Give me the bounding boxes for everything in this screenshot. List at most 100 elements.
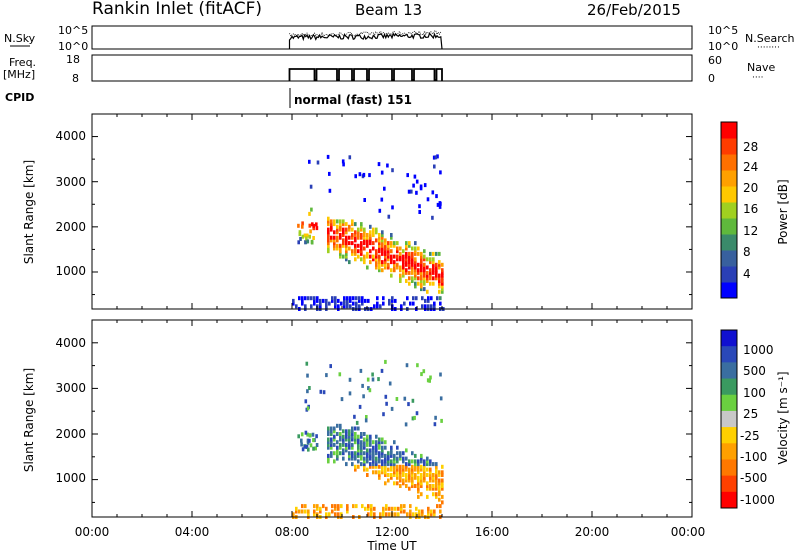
- range-time-cell: [426, 459, 429, 464]
- range-time-cell: [420, 257, 423, 262]
- range-time-cell: [345, 432, 348, 436]
- range-time-cell: [380, 368, 384, 373]
- range-time-cell: [327, 445, 330, 450]
- range-time-cell: [390, 249, 393, 254]
- range-time-cell: [358, 298, 361, 303]
- range-time-cell: [412, 183, 415, 188]
- range-time-cell: [304, 399, 308, 404]
- range-time-cell: [402, 268, 405, 273]
- range-time-cell: [300, 438, 303, 443]
- range-time-cell: [308, 234, 311, 239]
- power-cbtick-24: 24: [743, 160, 758, 174]
- range-time-cell: [292, 301, 295, 306]
- range-time-cell: [402, 459, 405, 464]
- range-time-cell: [405, 254, 408, 259]
- range-time-cell: [339, 235, 342, 240]
- range-time-cell: [336, 246, 339, 251]
- range-time-cell: [351, 462, 354, 467]
- range-time-cell: [390, 406, 394, 411]
- range-time-cell: [330, 440, 333, 445]
- range-time-cell: [429, 473, 432, 477]
- range-time-cell: [339, 233, 342, 237]
- range-time-cell: [336, 456, 339, 461]
- freq-label: Freq.: [9, 56, 36, 69]
- range-time-cell: [393, 241, 396, 246]
- range-time-cell: [399, 257, 402, 262]
- range-time-cell: [438, 492, 441, 497]
- range-time-cell: [426, 270, 429, 275]
- velocity-ytick-1000: 1000: [55, 471, 86, 485]
- range-time-cell: [387, 241, 390, 246]
- range-time-cell: [366, 448, 369, 453]
- range-time-cell: [439, 396, 443, 401]
- range-time-cell: [429, 478, 432, 483]
- range-time-cell: [384, 243, 387, 248]
- time-axis-label: Time UT: [366, 539, 417, 553]
- range-time-cell: [382, 506, 385, 511]
- noise-search-trace: [289, 29, 442, 38]
- range-time-cell: [426, 197, 430, 202]
- range-time-cell: [420, 281, 423, 286]
- time-tick-2400: 00:00: [671, 525, 706, 539]
- range-time-cell: [363, 445, 366, 450]
- range-time-cell: [415, 190, 418, 195]
- range-time-cell: [378, 473, 381, 477]
- range-time-cell: [351, 241, 354, 246]
- range-time-cell: [337, 506, 340, 511]
- range-time-cell: [308, 438, 311, 443]
- range-time-cell: [378, 249, 381, 254]
- range-time-cell: [394, 298, 397, 303]
- range-time-cell: [369, 249, 372, 254]
- nave-dots: ····: [752, 73, 763, 83]
- range-time-cell: [429, 459, 432, 464]
- range-time-cell: [405, 484, 408, 488]
- range-time-cell: [357, 434, 360, 439]
- range-time-cell: [297, 223, 300, 228]
- range-time-cell: [351, 456, 354, 461]
- range-time-cell: [316, 504, 319, 509]
- range-time-cell: [418, 512, 421, 517]
- range-time-cell: [372, 233, 375, 237]
- range-time-cell: [411, 459, 414, 464]
- range-time-cell: [414, 473, 417, 477]
- range-time-cell: [363, 257, 366, 262]
- range-time-cell: [325, 512, 328, 517]
- range-time-cell: [400, 509, 403, 514]
- colorbar-swatch: [721, 491, 737, 509]
- range-time-cell: [327, 437, 330, 442]
- range-time-cell: [354, 174, 357, 179]
- range-time-cell: [416, 363, 419, 368]
- power-ytick-1000: 1000: [55, 264, 86, 278]
- range-time-cell: [377, 162, 381, 167]
- range-time-cell: [414, 257, 417, 262]
- range-time-cell: [441, 287, 444, 292]
- range-time-cell: [366, 451, 369, 456]
- range-time-cell: [360, 445, 363, 450]
- range-time-cell: [312, 438, 315, 443]
- range-time-cell: [402, 265, 405, 270]
- range-time-cell: [396, 254, 399, 259]
- range-time-cell: [375, 249, 378, 254]
- range-time-cell: [408, 241, 411, 246]
- range-time-cell: [354, 235, 357, 240]
- range-time-cell: [438, 481, 441, 486]
- range-time-cell: [338, 372, 342, 377]
- range-time-cell: [387, 459, 390, 464]
- range-time-cell: [441, 481, 444, 486]
- range-time-cell: [438, 484, 441, 488]
- range-time-cell: [327, 429, 330, 434]
- range-time-cell: [402, 481, 405, 486]
- range-time-cell: [360, 456, 363, 461]
- range-time-cell: [438, 251, 441, 256]
- range-time-cell: [363, 442, 366, 447]
- range-time-cell: [441, 284, 444, 289]
- range-time-cell: [408, 467, 411, 472]
- range-time-cell: [414, 262, 417, 267]
- velocity-cbtick-100: 100: [743, 386, 766, 400]
- range-time-cell: [408, 473, 411, 477]
- range-time-cell: [369, 233, 372, 237]
- range-time-cell: [342, 233, 345, 237]
- range-time-cell: [351, 222, 354, 227]
- range-time-cell: [345, 429, 348, 434]
- range-time-cell: [342, 238, 345, 243]
